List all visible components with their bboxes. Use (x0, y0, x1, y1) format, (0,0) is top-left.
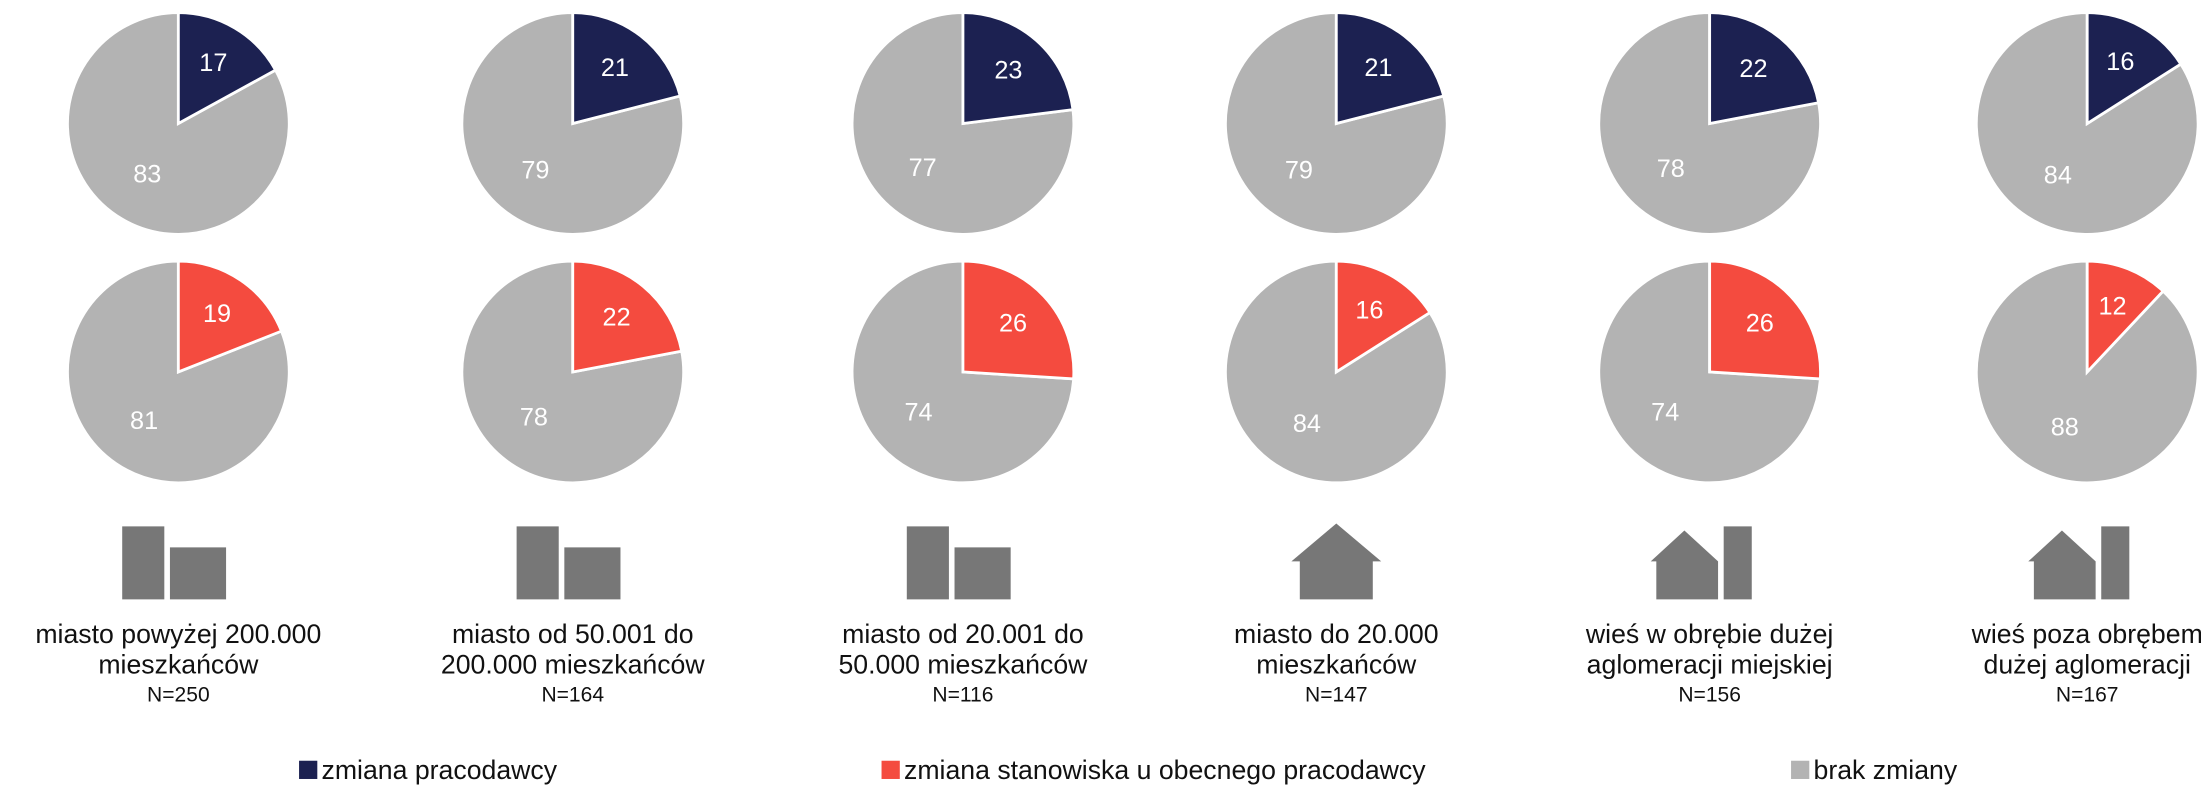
category-label: miasto od 20.001 do (842, 619, 1084, 649)
pie-slice (961, 259, 1076, 381)
icon (1650, 526, 1752, 600)
pie-slice (1708, 259, 1822, 381)
category-label: 200.000 mieszkańców (441, 650, 706, 680)
category-label: wieś poza obrębem (1971, 619, 2201, 649)
n-label: N=164 (541, 684, 604, 707)
legend-label: zmiana pracodawcy (322, 755, 558, 785)
category-label: miasto powyżej 200.000 (35, 619, 321, 649)
icon (516, 526, 621, 600)
pie-slice (176, 259, 284, 375)
data-label: 74 (1651, 398, 1679, 426)
legend-swatch (299, 760, 318, 779)
pie-slice (2085, 259, 2166, 376)
category-label: dużej aglomeracji (1983, 650, 2190, 680)
data-label: 22 (1739, 55, 1767, 83)
pie-slice (1334, 259, 1432, 375)
legend-swatch (1791, 760, 1810, 779)
data-label: 22 (603, 304, 631, 332)
pie-slice (2085, 11, 2183, 127)
data-label: 81 (130, 407, 158, 435)
n-label: N=116 (932, 684, 993, 707)
category-label: 50.000 mieszkańców (838, 650, 1088, 680)
data-label: 21 (1364, 54, 1392, 82)
data-label: 84 (1293, 410, 1321, 438)
data-label: 78 (520, 404, 548, 432)
data-label: 23 (994, 57, 1022, 85)
icon (2028, 526, 2130, 600)
n-label: N=250 (147, 684, 210, 707)
data-label: 83 (133, 161, 161, 189)
pie-slice (961, 11, 1075, 126)
pie-slice (571, 259, 684, 374)
n-label: N=156 (1678, 684, 1741, 707)
legend-label: zmiana stanowiska u obecnego pracodawcy (904, 755, 1426, 785)
n-label: N=147 (1305, 684, 1368, 707)
data-label: 16 (1355, 296, 1383, 324)
data-label: 19 (203, 300, 231, 328)
category-label: mieszkańców (1256, 650, 1417, 680)
legend-label: brak zmiany (1814, 755, 1958, 785)
data-label: 74 (904, 398, 932, 426)
data-label: 26 (999, 310, 1027, 338)
icon (122, 526, 227, 600)
category-label: mieszkańców (98, 650, 259, 680)
category-label: miasto od 50.001 do (452, 619, 694, 649)
data-label: 16 (2106, 48, 2134, 76)
pie-slice (1708, 11, 1821, 126)
category-label: aglomeracji miejskiej (1587, 650, 1833, 680)
category-label: miasto do 20.000 (1234, 619, 1439, 649)
data-label: 26 (1746, 310, 1774, 338)
category-label: wieś w obrębie dużej (1585, 619, 1833, 649)
data-label: 12 (2098, 293, 2126, 321)
data-label: 21 (601, 54, 629, 82)
pie-slice (176, 11, 278, 126)
pie-slice (571, 11, 682, 126)
data-label: 77 (909, 154, 937, 182)
data-label: 78 (1657, 155, 1685, 183)
legend-swatch (881, 760, 900, 779)
data-label: 84 (2044, 162, 2072, 190)
icon (1291, 523, 1382, 600)
data-label: 79 (1285, 156, 1313, 184)
data-label: 79 (521, 156, 549, 184)
n-label: N=167 (2056, 684, 2119, 707)
pie-slice (1334, 11, 1446, 126)
data-label: 88 (2051, 413, 2079, 441)
icon (906, 526, 1011, 600)
data-label: 17 (199, 49, 227, 77)
